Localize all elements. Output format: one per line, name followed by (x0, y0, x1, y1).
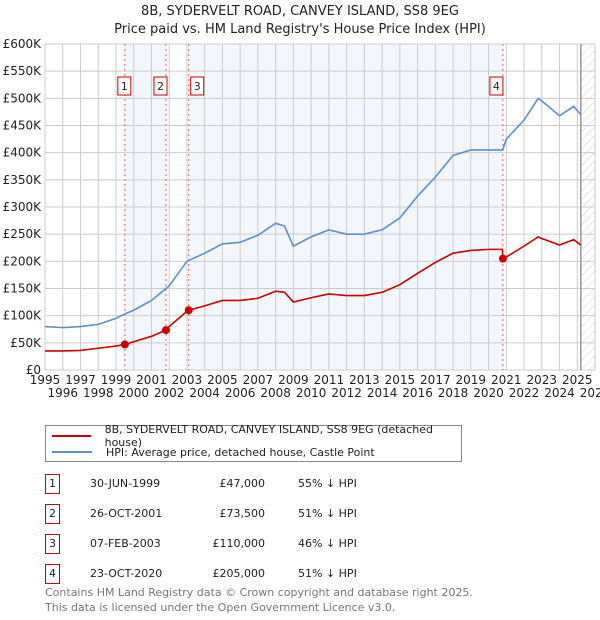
x-tick-label: 2011 (314, 373, 345, 387)
sale-marker-box (489, 76, 504, 96)
x-tick-label: 1997 (65, 373, 96, 387)
sale-marker-label: 1 (121, 80, 128, 93)
sale-hpi-diff: 51% ↓ HPI (298, 507, 357, 520)
footer-licence: This data is licensed under the Open Gov… (45, 601, 396, 614)
sale-marker-label: 3 (194, 80, 201, 93)
sale-date: 30-JUN-1999 (90, 477, 161, 490)
price-chart: £0 £50K £100K £150K £200K £250K £300K £350K £400… (3, 37, 600, 400)
y-tick-label: £250K (3, 227, 43, 241)
y-tick-label: £350K (3, 173, 43, 187)
sale-hpi-diff: 46% ↓ HPI (298, 537, 357, 550)
x-tick-label: 2018 (438, 386, 469, 400)
chart-subtitle: Price paid vs. HM Land Registry's House … (114, 22, 486, 37)
legend-label: 8B, SYDERVELT ROAD, CANVEY ISLAND, SS8 9… (104, 423, 433, 449)
sale-hpi-diff: 51% ↓ HPI (298, 567, 357, 580)
x-tick-label: 2010 (296, 386, 327, 400)
x-tick-label: 2017 (420, 373, 451, 387)
x-tick-label: 2013 (349, 373, 380, 387)
y-tick-label: £550K (3, 64, 43, 78)
x-tick-label: 2008 (260, 386, 291, 400)
y-tick-label: £0 (26, 363, 41, 377)
x-tick-label: 2020 (473, 386, 504, 400)
x-tick-label: 2004 (189, 386, 220, 400)
sale-price: £47,000 (219, 477, 266, 490)
sale-number-badge: 4 (45, 564, 60, 584)
x-tick-label: 2023 (527, 373, 558, 387)
x-tick-label: 2003 (172, 373, 203, 387)
x-tick-label: 2021 (491, 373, 522, 387)
sale-row: 4 23-OCT-2020 £205,000 51% ↓ HPI (45, 564, 465, 584)
sale-price: £205,000 (212, 567, 266, 580)
sale-number-badge: 2 (45, 504, 60, 524)
sale-date: 07-FEB-2003 (90, 537, 161, 550)
legend-item-property: 8B, SYDERVELT ROAD, CANVEY ISLAND, SS8 9… (46, 423, 461, 449)
sale-point (162, 326, 170, 335)
sale-date: 26-OCT-2001 (90, 507, 163, 520)
y-tick-label: £600K (3, 37, 43, 51)
sale-hpi-diff: 55% ↓ HPI (298, 477, 357, 490)
chart-title: 8B, SYDERVELT ROAD, CANVEY ISLAND, SS8 9… (141, 4, 459, 19)
sale-point (498, 254, 507, 263)
x-tick-label: 2006 (225, 386, 256, 400)
x-tick-label: 1999 (101, 373, 132, 387)
sale-point (120, 340, 129, 349)
sale-number-badge: 1 (45, 474, 60, 494)
y-tick-label: £500K (3, 91, 43, 105)
x-tick-label: 2000 (118, 386, 149, 400)
sale-number-badge: 3 (45, 534, 60, 554)
x-tick-label: 1995 (30, 373, 61, 387)
y-tick-label: £50K (10, 336, 42, 350)
y-tick-label: £200K (3, 254, 43, 268)
x-tick-label: 2024 (544, 386, 575, 400)
sale-row: 1 30-JUN-1999 £47,000 55% ↓ HPI (45, 474, 465, 494)
x-tick-label: 2014 (367, 386, 398, 400)
x-tick-label: 2026 (580, 386, 600, 400)
hpi-line (44, 97, 582, 329)
x-tick-label: 2005 (207, 373, 238, 387)
sale-row: 2 26-OCT-2001 £73,500 51% ↓ HPI (45, 504, 465, 524)
x-tick-label: 2001 (136, 373, 167, 387)
x-tick-label: 2007 (243, 373, 274, 387)
sale-marker-box (190, 76, 205, 96)
sale-marker-label: 4 (493, 80, 500, 93)
x-tick-label: 2002 (154, 386, 185, 400)
x-tick-label: 2022 (509, 386, 540, 400)
x-tick-label: 1996 (47, 386, 78, 400)
legend: 8B, SYDERVELT ROAD, CANVEY ISLAND, SS8 9… (45, 423, 462, 462)
sale-marker-box (153, 76, 168, 96)
legend-item-hpi: HPI: Average price, detached house, Cast… (46, 444, 375, 460)
sale-price: £73,500 (219, 507, 266, 520)
footer-copyright: Contains HM Land Registry data © Crown c… (45, 586, 473, 599)
x-tick-label: 2015 (385, 373, 416, 387)
sale-point (184, 306, 193, 315)
sale-marker-box (117, 76, 132, 96)
legend-label: HPI: Average price, detached house, Cast… (106, 445, 375, 459)
sale-price: £110,000 (212, 537, 266, 550)
x-tick-label: 2025 (562, 373, 593, 387)
sale-marker-label: 2 (157, 80, 164, 93)
y-tick-label: £450K (3, 119, 43, 133)
y-tick-label: £400K (3, 146, 43, 160)
x-tick-label: 2012 (331, 386, 362, 400)
y-tick-label: £300K (3, 200, 43, 214)
x-tick-label: 1998 (83, 386, 114, 400)
sale-date: 23-OCT-2020 (90, 567, 163, 580)
x-tick-label: 2016 (402, 386, 433, 400)
y-tick-label: £150K (3, 282, 43, 296)
x-tick-label: 2009 (278, 373, 309, 387)
sale-row: 3 07-FEB-2003 £110,000 46% ↓ HPI (45, 534, 465, 554)
x-tick-label: 2019 (456, 373, 487, 387)
y-tick-label: £100K (3, 309, 43, 323)
